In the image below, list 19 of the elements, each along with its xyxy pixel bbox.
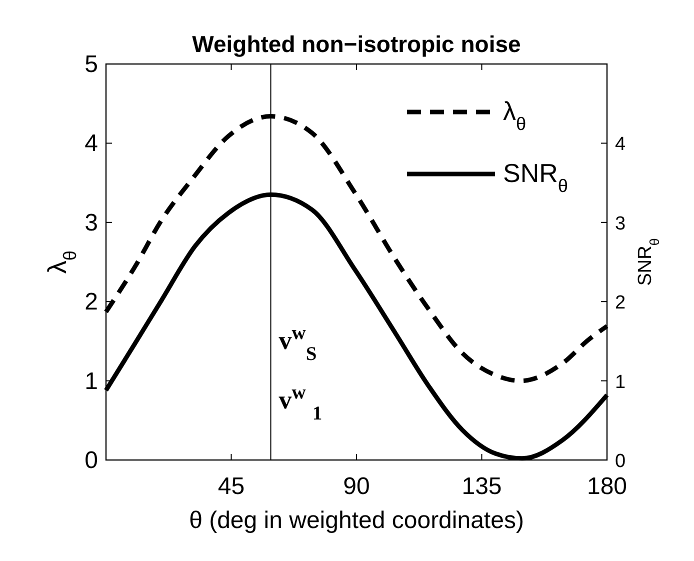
- x-tick-label: 135: [462, 473, 502, 500]
- y-tick-label: 0: [84, 447, 98, 474]
- y-tick-label: 3: [84, 209, 98, 236]
- y2-tick-label: 0: [615, 451, 626, 472]
- x-axis-title: θ (deg in weighted coordinates): [189, 507, 524, 534]
- y2-tick-label: 1: [615, 372, 626, 393]
- legend-label: λ$_{θ}$: [503, 96, 526, 134]
- y-tick-label: 4: [84, 130, 98, 158]
- chart-title: Weighted non−isotropic noise: [192, 31, 521, 57]
- x-tick-label: 180: [586, 473, 628, 500]
- x-tick-label: 45: [218, 473, 245, 500]
- y2-tick-label: 4: [615, 134, 626, 156]
- y2-tick-label: 2: [615, 292, 626, 314]
- legend-label: SNR$_{θ}$: [503, 158, 568, 196]
- y2-tick-label: 3: [615, 213, 626, 234]
- y-tick-label: 1: [84, 368, 98, 395]
- y-tick-label: 5: [84, 51, 98, 78]
- y-tick-label: 2: [84, 288, 98, 316]
- x-tick-label: 90: [343, 473, 370, 500]
